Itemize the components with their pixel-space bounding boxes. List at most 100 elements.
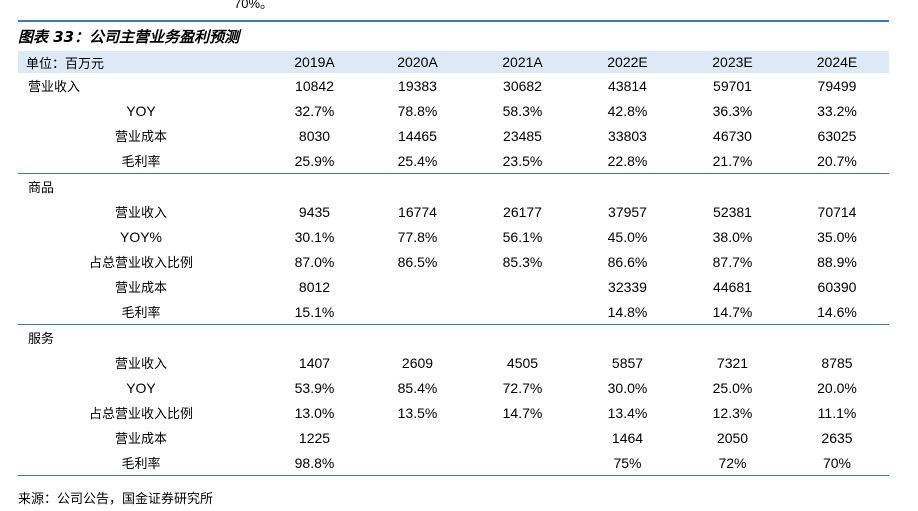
row-label: 占总营业收入比例 — [88, 407, 193, 422]
value-cell: 46730 — [713, 127, 752, 144]
value-cell: 33.2% — [817, 102, 857, 119]
year-header: 2019A — [294, 54, 335, 70]
value-cell: 87.0% — [294, 253, 335, 270]
year-header: 2024E — [816, 54, 858, 70]
table-row: 营业成本 8030 14465 23485 33803 46730 63025 — [18, 123, 889, 148]
row-label: 营业收入 — [114, 357, 167, 372]
value-cell — [365, 450, 470, 476]
value-cell — [365, 274, 470, 299]
value-cell: 14.8% — [575, 299, 680, 325]
row-label: YOY — [126, 379, 156, 396]
row-label: 占总营业收入比例 — [88, 256, 193, 271]
value-cell: 86.5% — [397, 253, 438, 270]
value-cell: 7321 — [716, 354, 749, 371]
value-cell: 86.6% — [607, 253, 648, 270]
value-cell: 14.7% — [680, 299, 785, 325]
value-cell: 2635 — [821, 429, 853, 446]
value-cell: 1225 — [298, 429, 331, 446]
section-label: 营业收入 — [28, 80, 81, 95]
value-cell: 70714 — [817, 203, 857, 220]
value-cell: 30.0% — [607, 379, 648, 396]
empty-cell — [680, 174, 785, 200]
value-cell — [470, 299, 575, 325]
empty-cell — [470, 174, 575, 200]
value-cell: 43814 — [608, 77, 647, 94]
value-cell: 14.7% — [502, 404, 543, 421]
empty-cell — [680, 325, 785, 351]
value-cell: 33803 — [608, 127, 647, 144]
value-cell: 13.5% — [397, 404, 438, 421]
empty-cell — [264, 325, 365, 351]
table-row: 营业成本 1225 1464 2050 2635 — [18, 425, 889, 450]
value-cell: 79499 — [817, 77, 857, 94]
value-cell: 78.8% — [397, 102, 438, 119]
table-row: YOY 53.9% 85.4% 72.7% 30.0% 25.0% 20.0% — [18, 375, 889, 400]
section-label: 商品 — [28, 181, 55, 196]
row-label: YOY% — [119, 228, 162, 245]
value-cell: 32339 — [608, 278, 647, 295]
value-cell — [470, 450, 575, 476]
value-cell: 32.7% — [294, 102, 335, 119]
value-cell: 53.9% — [294, 379, 335, 396]
value-cell: 25.4% — [365, 148, 470, 174]
value-cell: 13.0% — [294, 404, 335, 421]
value-cell: 72.7% — [502, 379, 543, 396]
value-cell: 52381 — [713, 203, 752, 220]
value-cell: 30682 — [503, 77, 542, 94]
value-cell: 16774 — [398, 203, 437, 220]
value-cell — [365, 425, 470, 450]
year-header: 2021A — [502, 54, 543, 70]
row-label: 营业收入 — [114, 206, 167, 221]
header-row: 单位：百万元 2019A 2020A 2021A 2022E 2023E 202… — [18, 51, 889, 73]
value-cell: 30.1% — [294, 228, 335, 245]
value-cell: 44681 — [713, 278, 752, 295]
empty-cell — [365, 174, 470, 200]
value-cell: 2609 — [401, 354, 434, 371]
row-label: 毛利率 — [18, 450, 264, 476]
value-cell: 35.0% — [817, 228, 857, 245]
value-cell: 42.8% — [607, 102, 648, 119]
row-label: 营业成本 — [114, 432, 167, 447]
value-cell: 14.6% — [785, 299, 889, 325]
value-cell: 26177 — [503, 203, 542, 220]
value-cell — [470, 274, 575, 299]
value-cell: 87.7% — [712, 253, 753, 270]
table-row: 毛利率 98.8% 75% 72% 70% — [18, 450, 889, 476]
value-cell: 37957 — [608, 203, 647, 220]
value-cell: 8785 — [821, 354, 853, 371]
value-cell: 77.8% — [397, 228, 438, 245]
value-cell: 60390 — [817, 278, 857, 295]
value-cell — [470, 425, 575, 450]
value-cell: 13.4% — [607, 404, 648, 421]
clipped-text: 70%。 — [234, 0, 274, 11]
value-cell: 23485 — [503, 127, 542, 144]
value-cell: 1407 — [298, 354, 331, 371]
value-cell — [365, 299, 470, 325]
value-cell: 8012 — [298, 278, 331, 295]
section-label: 服务 — [28, 332, 55, 347]
value-cell: 38.0% — [712, 228, 753, 245]
source-note: 来源：公司公告，国金证券研究所 — [18, 492, 214, 507]
unit-label: 单位：百万元 — [26, 56, 105, 72]
value-cell: 25.0% — [712, 379, 753, 396]
year-header: 2022E — [607, 54, 648, 70]
empty-cell — [470, 325, 575, 351]
value-cell: 2050 — [716, 429, 749, 446]
table-body: 营业收入 10842 19383 30682 43814 59701 79499 YOY 32.… — [18, 73, 889, 476]
section-row: 商品 — [18, 174, 889, 200]
value-cell: 21.7% — [680, 148, 785, 174]
table-row: 毛利率 15.1% 14.8% 14.7% 14.6% — [18, 299, 889, 325]
value-cell: 36.3% — [712, 102, 753, 119]
value-cell: 88.9% — [817, 253, 857, 270]
value-cell: 59701 — [713, 77, 752, 94]
value-cell: 4505 — [506, 354, 539, 371]
row-label: 毛利率 — [18, 299, 264, 325]
empty-cell — [785, 174, 889, 200]
table-row: 营业成本 8012 32339 44681 60390 — [18, 274, 889, 299]
value-cell: 72% — [680, 450, 785, 476]
value-cell: 19383 — [398, 77, 437, 94]
table-row: 占总营业收入比例 87.0% 86.5% 85.3% 86.6% 87.7% 88.9% — [18, 249, 889, 274]
value-cell: 98.8% — [264, 450, 365, 476]
table-row: 营业收入 9435 16774 26177 37957 52381 70714 — [18, 199, 889, 224]
value-cell: 8030 — [298, 127, 331, 144]
